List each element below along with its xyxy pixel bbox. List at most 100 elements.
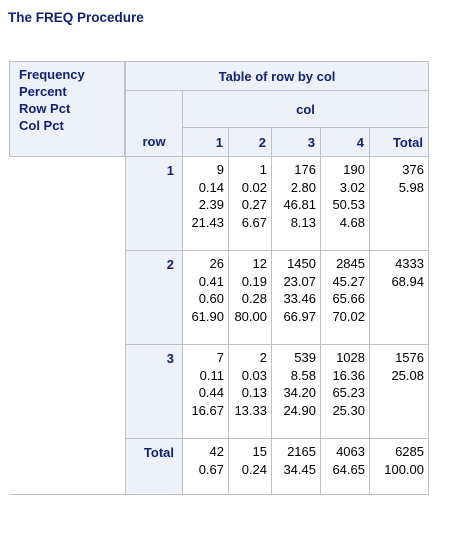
blank-cell: [9, 156, 126, 251]
percent-value: 0.19: [241, 273, 267, 289]
table-row: 3 7 0.11 0.44 16.67 2 0.03 0.13 13.33 53…: [9, 344, 429, 439]
cell-total-col2: 15 0.24: [228, 438, 272, 495]
frequency-value: 15: [252, 444, 267, 459]
cell-total-col1: 42 0.67: [182, 438, 229, 495]
cell-row3-total: 1576 25.08: [369, 344, 429, 439]
blank-cell: [9, 344, 126, 439]
row-pct-value: 65.66: [332, 291, 365, 306]
col-pct-value: 16.67: [191, 402, 224, 418]
cell-row1-col4: 190 3.02 50.53 4.68: [320, 156, 370, 251]
percent-value: 5.98: [398, 179, 424, 195]
legend-percent: Percent: [19, 84, 67, 99]
row-header-2: 2: [124, 250, 183, 345]
frequency-value: 7: [216, 350, 224, 365]
row-pct-value: 0.27: [241, 197, 267, 212]
legend-col-pct: Col Pct: [19, 118, 64, 133]
blank-cell: [9, 250, 126, 345]
row-header-total: Total: [124, 438, 183, 495]
frequency-value: 1: [259, 162, 267, 177]
frequency-value: 4063: [336, 444, 365, 459]
frequency-value: 2845: [336, 256, 365, 271]
percent-value: 68.94: [391, 273, 424, 289]
row-pct-value: 46.81: [283, 197, 316, 212]
frequency-value: 6285: [395, 444, 424, 459]
percent-value: 0.67: [198, 461, 224, 477]
cell-row2-col1: 26 0.41 0.60 61.90: [182, 250, 229, 345]
cell-row2-total: 4333 68.94: [369, 250, 429, 345]
column-header-3: 3: [271, 127, 321, 157]
cell-row1-col1: 9 0.14 2.39 21.43: [182, 156, 229, 251]
row-pct-value: 0.60: [198, 291, 224, 306]
row-pct-value: 50.53: [332, 197, 365, 212]
cell-row3-col4: 1028 16.36 65.23 25.30: [320, 344, 370, 439]
cell-row3-col3: 539 8.58 34.20 24.90: [271, 344, 321, 439]
row-pct-value: 65.23: [332, 385, 365, 400]
col-pct-value: 8.13: [290, 214, 316, 230]
table-row: 1 9 0.14 2.39 21.43 1 0.02 0.27 6.67 176…: [9, 156, 429, 251]
frequency-value: 1576: [395, 350, 424, 365]
crosstab-table: Frequency Percent Row Pct Col Pct Table …: [9, 61, 429, 495]
row-pct-value: 0.28: [241, 291, 267, 306]
percent-value: 23.07: [283, 273, 316, 289]
frequency-value: 190: [343, 162, 365, 177]
percent-value: 34.45: [283, 461, 316, 477]
frequency-value: 12: [252, 256, 267, 271]
percent-value: 0.02: [241, 179, 267, 195]
col-pct-value: 13.33: [234, 402, 267, 418]
column-header-total: Total: [369, 127, 429, 157]
cell-row2-col3: 1450 23.07 33.46 66.97: [271, 250, 321, 345]
row-pct-value: 33.46: [283, 291, 316, 306]
frequency-value: 1450: [287, 256, 316, 271]
table-row: 2 26 0.41 0.60 61.90 12 0.19 0.28 80.00 …: [9, 250, 429, 345]
frequency-value: 1028: [336, 350, 365, 365]
percent-value: 64.65: [332, 461, 365, 477]
row-pct-value: 0.44: [198, 385, 224, 400]
col-pct-value: 61.90: [191, 308, 224, 324]
legend-frequency: Frequency: [19, 67, 85, 82]
row-pct-value: 34.20: [283, 385, 316, 400]
frequency-value: 376: [402, 162, 424, 177]
col-pct-value: 24.90: [283, 402, 316, 418]
percent-value: 0.24: [241, 461, 267, 477]
cell-row2-col4: 2845 45.27 65.66 70.02: [320, 250, 370, 345]
table-title: Table of row by col: [124, 61, 429, 91]
frequency-value: 539: [294, 350, 316, 365]
column-variable-header: col: [182, 90, 429, 128]
col-pct-value: 66.97: [283, 308, 316, 324]
col-pct-value: 4.68: [339, 214, 365, 230]
cell-row3-col1: 7 0.11 0.44 16.67: [182, 344, 229, 439]
percent-value: 45.27: [332, 273, 365, 289]
percent-value: 0.03: [241, 367, 267, 383]
frequency-value: 176: [294, 162, 316, 177]
statistics-legend: Frequency Percent Row Pct Col Pct: [9, 61, 126, 157]
cell-row2-col2: 12 0.19 0.28 80.00: [228, 250, 272, 345]
percent-value: 16.36: [332, 367, 365, 383]
col-pct-value: 70.02: [332, 308, 365, 324]
percent-value: 3.02: [339, 179, 365, 195]
row-pct-value: 0.13: [241, 385, 267, 400]
blank-cell: [9, 438, 126, 495]
col-pct-value: 25.30: [332, 402, 365, 418]
percent-value: 0.41: [198, 273, 224, 289]
frequency-value: 26: [209, 256, 224, 271]
column-header-2: 2: [228, 127, 272, 157]
total-row: Total 42 0.67 15 0.24 2165 34.45 4063 64…: [9, 438, 429, 495]
cell-row1-col3: 176 2.80 46.81 8.13: [271, 156, 321, 251]
cell-total-col3: 2165 34.45: [271, 438, 321, 495]
col-pct-value: 21.43: [191, 214, 224, 230]
cell-total-col4: 4063 64.65: [320, 438, 370, 495]
percent-value: 25.08: [391, 367, 424, 383]
frequency-value: 2: [259, 350, 267, 365]
col-pct-value: 6.67: [241, 214, 267, 230]
frequency-value: 9: [216, 162, 224, 177]
row-header-3: 3: [124, 344, 183, 439]
frequency-value: 42: [209, 444, 224, 459]
column-header-4: 4: [320, 127, 370, 157]
frequency-value: 2165: [287, 444, 316, 459]
percent-value: 0.14: [198, 179, 224, 195]
row-header-1: 1: [124, 156, 183, 251]
cell-row1-col2: 1 0.02 0.27 6.67: [228, 156, 272, 251]
col-pct-value: 80.00: [234, 308, 267, 324]
legend-row-pct: Row Pct: [19, 101, 71, 116]
frequency-value: 4333: [395, 256, 424, 271]
